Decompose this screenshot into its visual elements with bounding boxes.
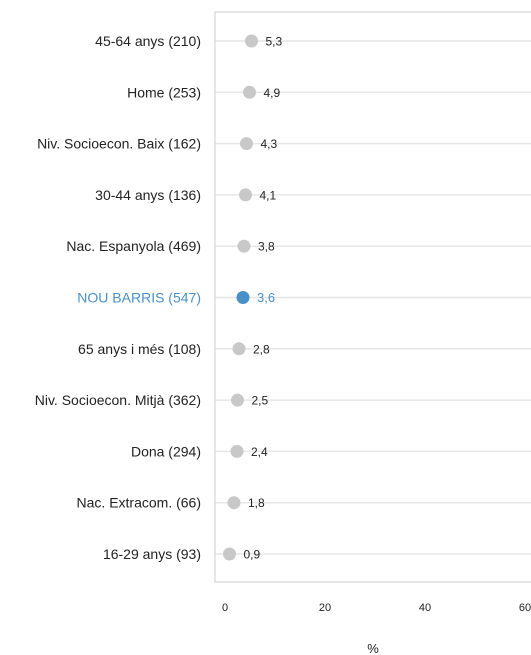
data-point (231, 394, 244, 407)
data-label: 3,6 (257, 290, 275, 305)
x-tick-label: 40 (419, 602, 431, 614)
category-label: Home (253) (127, 84, 201, 100)
category-label: 65 anys i més (108) (78, 341, 201, 357)
x-tick-label: 0 (222, 602, 228, 614)
x-tick-label: 60 (519, 602, 531, 614)
x-tick-label: 20 (319, 602, 331, 614)
x-axis-title: % (367, 641, 379, 655)
category-label: 16-29 anys (93) (103, 546, 201, 562)
data-point (239, 188, 252, 201)
data-point (233, 342, 246, 355)
data-point (240, 137, 253, 150)
category-label: Nac. Extracom. (66) (77, 495, 201, 511)
x-axis-ticks: 0 20 40 60 (222, 602, 531, 614)
data-point (245, 35, 258, 48)
category-label: Niv. Socioecon. Mitjà (362) (35, 392, 201, 408)
data-label: 2,5 (252, 394, 269, 408)
category-label: 45-64 anys (210) (95, 33, 201, 49)
data-label: 3,8 (258, 240, 275, 254)
data-label: 4,1 (260, 188, 277, 202)
data-label: 2,4 (251, 445, 268, 459)
data-point (231, 445, 244, 458)
category-label: 30-44 anys (136) (95, 187, 201, 203)
category-label: Niv. Socioecon. Baix (162) (37, 136, 201, 152)
category-label: Dona (294) (131, 443, 201, 459)
data-label: 4,3 (261, 137, 278, 151)
data-point (237, 291, 250, 304)
data-label: 5,3 (266, 35, 283, 49)
data-label: 2,8 (253, 342, 270, 356)
data-label: 0,9 (244, 548, 261, 562)
data-label: 1,8 (248, 496, 265, 510)
category-label: Nac. Espanyola (469) (66, 238, 201, 254)
category-labels: 45-64 anys (210) Home (253) Niv. Socioecon… (35, 33, 201, 562)
data-point (223, 548, 236, 561)
data-label: 4,9 (264, 86, 281, 100)
data-point (228, 496, 241, 509)
data-point (238, 240, 251, 253)
category-label: NOU BARRIS (547) (77, 290, 201, 306)
data-point (243, 86, 256, 99)
